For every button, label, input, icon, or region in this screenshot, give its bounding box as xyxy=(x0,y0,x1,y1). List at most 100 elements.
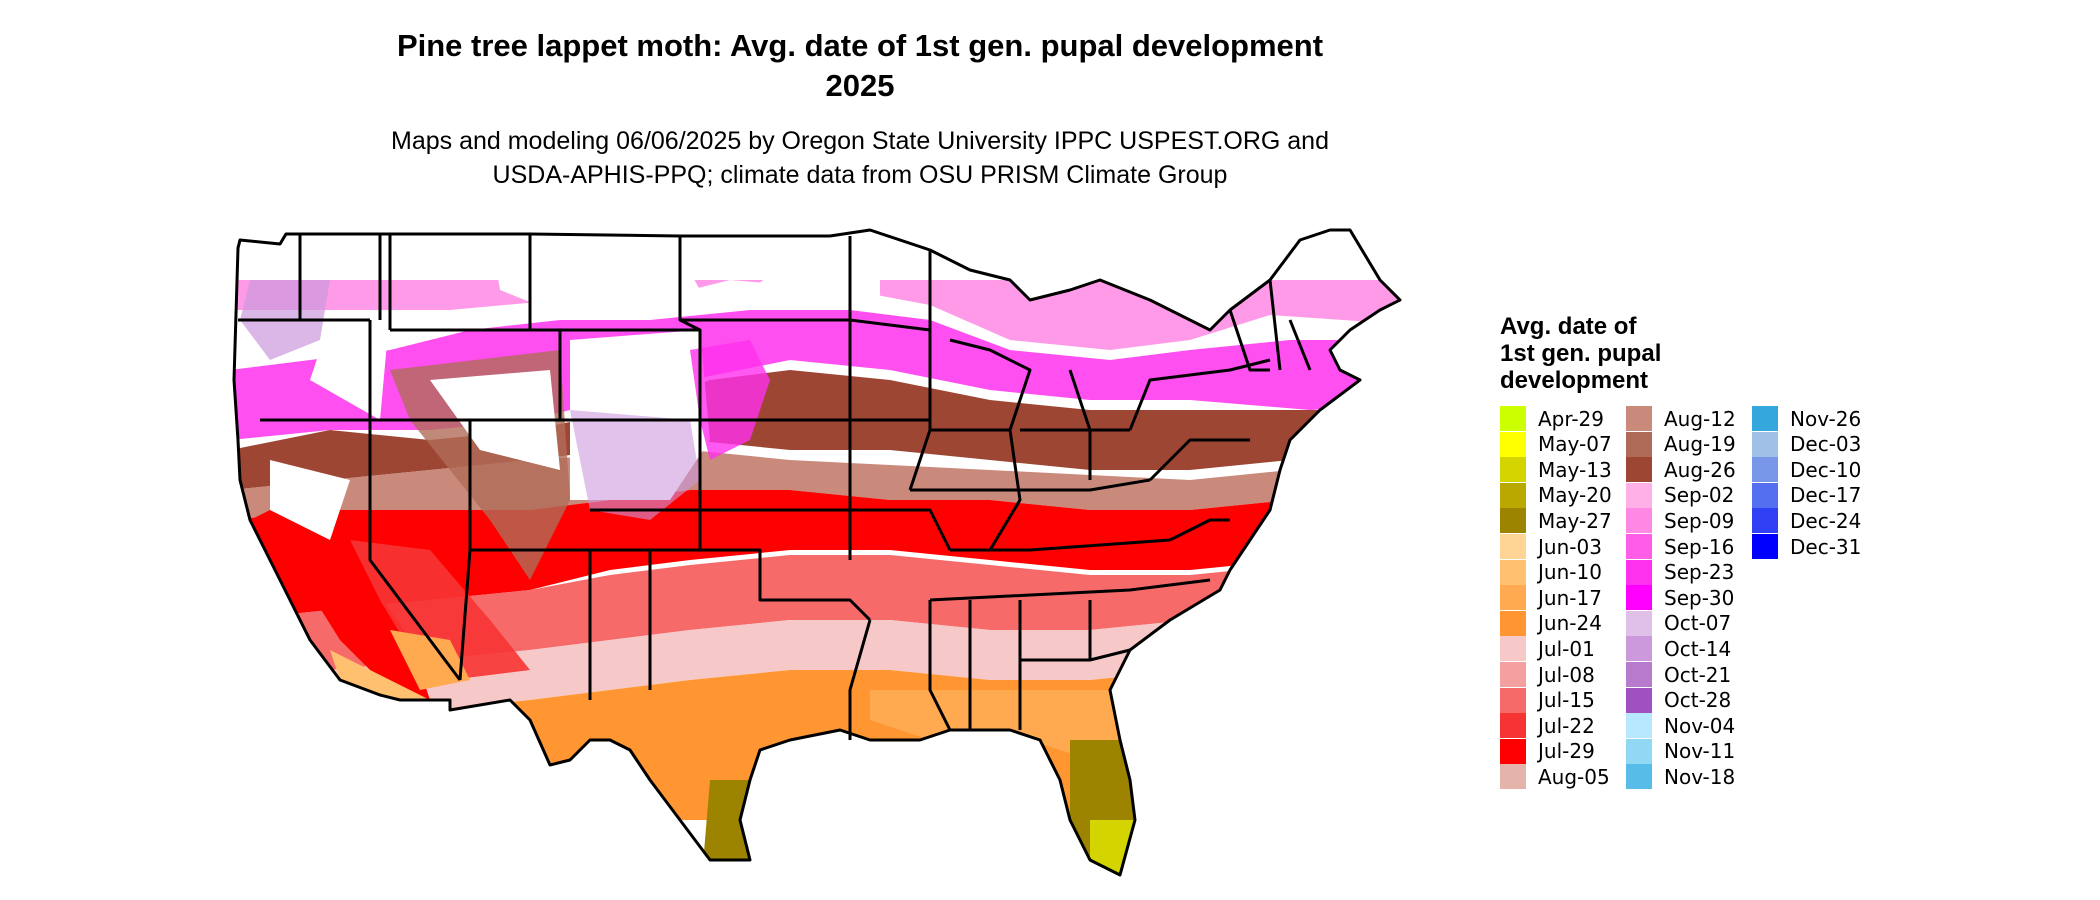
legend-swatch xyxy=(1626,687,1652,713)
legend-title-line-3: development xyxy=(1500,367,1649,394)
legend-label: Nov-04 xyxy=(1664,713,1736,738)
legend-label: Aug-26 xyxy=(1664,457,1736,482)
legend-swatch xyxy=(1500,713,1526,739)
legend-swatch xyxy=(1626,559,1652,585)
legend-swatch xyxy=(1500,559,1526,585)
subtitle-line-1: Maps and modeling 06/06/2025 by Oregon S… xyxy=(391,127,1329,155)
legend-swatch xyxy=(1500,431,1526,457)
map-title: Pine tree lappet moth: Avg. date of 1st … xyxy=(300,26,1420,106)
legend-item: Aug-19 xyxy=(1626,431,1736,457)
legend-swatch xyxy=(1752,406,1778,431)
legend-item: Dec-31 xyxy=(1752,534,1861,559)
legend-label: Oct-14 xyxy=(1664,636,1732,661)
legend-item: Oct-14 xyxy=(1626,636,1732,662)
legend-swatch xyxy=(1626,431,1652,457)
legend-swatch xyxy=(1500,636,1526,662)
legend-swatch xyxy=(1626,713,1652,739)
legend-item: May-07 xyxy=(1500,431,1612,457)
legend-swatch xyxy=(1500,534,1526,559)
legend-item: Aug-12 xyxy=(1626,406,1736,431)
title-line-1: Pine tree lappet moth: Avg. date of 1st … xyxy=(396,28,1324,63)
legend-swatch xyxy=(1752,534,1778,559)
us-degree-day-map xyxy=(232,228,1402,877)
legend-item: Jun-03 xyxy=(1500,534,1602,559)
legend-label: Dec-24 xyxy=(1790,508,1862,533)
legend-label: Sep-23 xyxy=(1664,560,1735,585)
legend-swatch xyxy=(1626,738,1652,764)
legend-item: Apr-29 xyxy=(1500,406,1604,431)
legend-label: Aug-12 xyxy=(1664,406,1736,431)
legend-item: Jun-17 xyxy=(1500,585,1602,611)
legend-item: Jul-22 xyxy=(1500,713,1595,739)
legend-item: Oct-28 xyxy=(1626,687,1732,713)
legend-label: Sep-16 xyxy=(1664,534,1735,559)
legend-swatch xyxy=(1500,482,1526,508)
legend: Avg. date of 1st gen. pupal development … xyxy=(1500,313,1861,790)
legend-item: Jul-15 xyxy=(1500,687,1595,713)
legend-item: Dec-03 xyxy=(1752,431,1862,457)
legend-swatch xyxy=(1752,457,1778,483)
legend-title-line-2: 1st gen. pupal xyxy=(1500,340,1662,367)
legend-label: May-27 xyxy=(1538,508,1612,533)
legend-item: Sep-02 xyxy=(1626,482,1734,508)
legend-item: Sep-16 xyxy=(1626,534,1734,559)
legend-item: May-20 xyxy=(1500,482,1612,508)
map-subtitle: Maps and modeling 06/06/2025 by Oregon S… xyxy=(300,124,1420,192)
legend-swatch xyxy=(1626,457,1652,483)
legend-swatch xyxy=(1500,508,1526,534)
legend-swatch xyxy=(1626,764,1652,790)
legend-item: Dec-24 xyxy=(1752,508,1862,534)
state-boundaries xyxy=(232,228,1402,877)
legend-item: Sep-30 xyxy=(1626,585,1735,611)
legend-swatch xyxy=(1752,508,1778,534)
legend-swatch xyxy=(1626,406,1652,431)
legend-label: Jul-01 xyxy=(1538,636,1595,661)
legend-label: Oct-07 xyxy=(1664,611,1732,636)
legend-swatch xyxy=(1500,457,1526,483)
legend-swatch xyxy=(1500,662,1526,687)
legend-swatch xyxy=(1626,636,1652,662)
legend-label: May-07 xyxy=(1538,432,1612,457)
legend-label: May-13 xyxy=(1538,457,1612,482)
legend-label: Aug-05 xyxy=(1538,764,1610,789)
legend-title: Avg. date of 1st gen. pupal development xyxy=(1500,313,1700,394)
legend-swatch xyxy=(1500,610,1526,636)
legend-label: Aug-19 xyxy=(1664,432,1736,457)
legend-label: Nov-26 xyxy=(1790,406,1862,431)
legend-item: Jun-24 xyxy=(1500,610,1602,636)
legend-label: Nov-18 xyxy=(1664,764,1736,789)
legend-label: Jun-24 xyxy=(1538,611,1602,636)
legend-item: Sep-23 xyxy=(1626,559,1735,585)
legend-label: Jul-29 xyxy=(1538,739,1595,764)
legend-item: Aug-05 xyxy=(1500,764,1610,790)
legend-label: Jun-10 xyxy=(1538,560,1602,585)
legend-swatch xyxy=(1500,738,1526,764)
legend-label: Dec-17 xyxy=(1790,483,1862,508)
legend-label: Sep-09 xyxy=(1664,508,1735,533)
legend-label: Oct-28 xyxy=(1664,688,1732,713)
legend-label: May-20 xyxy=(1538,483,1612,508)
legend-item: Nov-04 xyxy=(1626,713,1736,739)
legend-label: Dec-03 xyxy=(1790,432,1862,457)
legend-item: Dec-10 xyxy=(1752,457,1861,483)
legend-label: Jul-08 xyxy=(1538,662,1595,687)
legend-label: Apr-29 xyxy=(1538,406,1604,431)
legend-swatch xyxy=(1752,482,1778,508)
legend-item: May-13 xyxy=(1500,457,1612,483)
subtitle-line-2: USDA-APHIS-PPQ; climate data from OSU PR… xyxy=(492,161,1228,189)
legend-item: Aug-26 xyxy=(1626,457,1736,483)
legend-label: Jun-03 xyxy=(1538,534,1602,559)
legend-swatch xyxy=(1626,662,1652,687)
title-line-2: 2025 xyxy=(825,68,895,103)
legend-label: Sep-30 xyxy=(1664,585,1735,610)
legend-label: Jul-15 xyxy=(1538,688,1595,713)
legend-swatch xyxy=(1626,482,1652,508)
legend-label: Jun-17 xyxy=(1538,585,1602,610)
legend-label: Jul-22 xyxy=(1538,713,1595,738)
legend-item: Oct-07 xyxy=(1626,610,1732,636)
legend-item: May-27 xyxy=(1500,508,1612,534)
legend-swatch xyxy=(1500,406,1526,431)
legend-item: Jul-01 xyxy=(1500,636,1595,662)
legend-swatch xyxy=(1500,764,1526,790)
legend-title-line-1: Avg. date of xyxy=(1500,313,1637,340)
